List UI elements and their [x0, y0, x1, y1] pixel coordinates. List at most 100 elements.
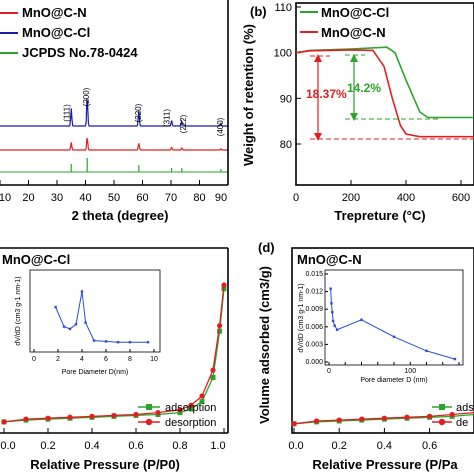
panel-b-y-tick-label: 80 [280, 139, 292, 151]
inset-d-curve [330, 288, 456, 360]
panel-c-inset: 0 2 4 6 8 10 dV/dD (cm3 g-1 nm-1) Pore Diamet… [15, 269, 161, 376]
panel-b-x-tick-label: 0 [293, 192, 299, 204]
inset-d-frame [324, 269, 464, 366]
panel-b-x-axis-title-text: Trepreture (°C) [334, 208, 425, 223]
panel-d-x-tick-label: 0.2 [332, 440, 347, 452]
legend-marker-desorption [145, 418, 153, 426]
panel-d-x-tick-label: 0.4 [377, 440, 392, 452]
panel-b-y-tick-label: 90 [280, 93, 292, 105]
desorption-point [427, 413, 433, 419]
inset-d-point [331, 310, 334, 314]
panel-c: 0.0 0.2 0.4 0.6 0.8 1.0 MnO@C-Cl Relative Pre… [0, 247, 229, 472]
inset-c-frame [29, 269, 161, 353]
panel-a-x-tick-label: 90 [215, 192, 227, 204]
desorption-point [314, 418, 320, 424]
inset-d-y-tick-label: 0.000 [305, 359, 323, 366]
panel-d-curve-adsorption [293, 410, 474, 425]
inset-d-point [329, 287, 332, 290]
inset-d-point [331, 319, 335, 323]
arrow-cl-head-bottom [350, 113, 358, 121]
desorption-point [381, 415, 387, 421]
inset-c-point [92, 339, 96, 342]
panel-a-x-tick-label: 30 [51, 192, 63, 204]
panel-a-x-tick-label: 80 [193, 192, 205, 204]
legend-label-jcpds: JCPDS No.78-0424 [22, 45, 138, 60]
inset-d-y-tick-label: 0.006 [305, 324, 323, 331]
panel-d: (d) MnO@C-N Volume adsorbed (cm3/g) Rela… [257, 240, 474, 472]
panel-a-x-tick-label: 60 [136, 192, 148, 204]
inset-c-x-tick-label: 10 [150, 356, 158, 363]
desorption-point [404, 414, 410, 420]
panel-b-y-tick-label: 100 [274, 48, 292, 60]
desorption-point [133, 411, 139, 418]
panel-c-x-tick-label: 1.0 [210, 440, 225, 452]
xrd-pattern-mno-c-cl [0, 98, 228, 127]
panel-c-x-tick-label: 0.6 [128, 440, 143, 452]
legend-label-b-n: MnO@C-N [321, 25, 386, 40]
panel-b-x-tick-label: 400 [397, 192, 415, 204]
inset-c-x-tick-label: 8 [128, 356, 132, 363]
panel-c-legend: adsorption desorption [138, 402, 216, 429]
inset-d-x-tick-label: 100 [404, 368, 416, 375]
inset-d-x-tick-label: 0 [327, 368, 331, 375]
panel-a-x-axis-title: 2 theta (degree) [72, 208, 169, 223]
panel-d-frame [291, 247, 474, 434]
inset-d-point [425, 349, 428, 353]
panel-c-x-tick-label: 0.8 [172, 440, 187, 452]
adsorption-point [217, 328, 223, 334]
inset-d-x-axis-title: Pore diameter D (nm) [360, 377, 427, 384]
panel-a-x-tick-label: 70 [165, 192, 177, 204]
arrow-n-head-top [314, 54, 322, 62]
legend-label-mno-c-n: MnO@C-N [22, 5, 87, 20]
panel-b-frame [295, 2, 474, 186]
adsorption-point [199, 399, 205, 405]
inset-c-point [74, 323, 78, 326]
inset-c-x-axis-title: Pore Diameter D(nm) [62, 369, 129, 376]
xrd-pattern-mno-c-n [0, 137, 228, 151]
adsorption-point [188, 406, 194, 412]
peak-label: (220) [134, 103, 143, 122]
inset-d-point [330, 302, 333, 305]
panel-d-title: MnO@C-N [297, 252, 362, 267]
panel-d-legend: ads de [432, 402, 474, 429]
desorption-point [177, 407, 183, 413]
panel-a: (111) (200) (220) (311) (222) (400) 10 20 30 40 5… [0, 0, 229, 223]
inset-c-point [116, 341, 120, 344]
panel-c-curve-desorption [3, 284, 225, 423]
arrow-n-head-bottom [314, 133, 322, 141]
adsorption-point [210, 375, 216, 380]
desorption-point [67, 414, 73, 420]
panel-c-x-ticks: 0.0 0.2 0.4 0.6 0.8 1.0 [0, 428, 226, 452]
inset-c-x-tick-label: 0 [32, 356, 36, 363]
inset-d-y-tick-label: 0.009 [305, 306, 323, 313]
panel-b-label: (b) [250, 4, 267, 19]
jcpds-reference-sticks [70, 158, 222, 172]
inset-c-point [80, 290, 84, 293]
inset-d-point [335, 328, 339, 331]
legend-label-adsorption: adsorption [165, 402, 216, 414]
inset-d-y-tick-label: 0.012 [305, 289, 323, 296]
desorption-point [359, 416, 365, 422]
legend-marker-d-de [438, 418, 446, 426]
legend-marker-d-ads [439, 404, 445, 410]
panel-b-x-axis-title: Trepreture (°C) [334, 208, 425, 223]
peak-labels: (111) (200) (220) (311) (222) (400) [62, 87, 225, 136]
panel-d-series [291, 408, 474, 427]
desorption-point [89, 413, 95, 419]
panel-b-y-tick-label: 110 [274, 2, 292, 14]
panel-c-x-tick-label: 0.2 [40, 440, 55, 452]
inset-c-markers [54, 290, 150, 344]
desorption-point [199, 393, 205, 399]
desorption-point [111, 412, 117, 419]
adsorption-point [177, 410, 183, 416]
inset-c-point [84, 321, 87, 324]
panel-a-x-tick-label: 10 [0, 192, 11, 204]
panel-b-x-tick-label: 600 [452, 192, 470, 204]
inset-c-x-tick-label: 4 [80, 356, 84, 363]
panel-b-y-axis-title: Weight of retention (%) [241, 24, 256, 166]
inset-d-y-tick-label: 0.003 [305, 341, 323, 348]
panel-d-label: (d) [258, 240, 275, 255]
inset-d-markers [329, 287, 457, 361]
inset-c-ticks: 0 2 4 6 8 10 [32, 349, 158, 363]
legend-label-d-ads: ads [456, 402, 474, 414]
